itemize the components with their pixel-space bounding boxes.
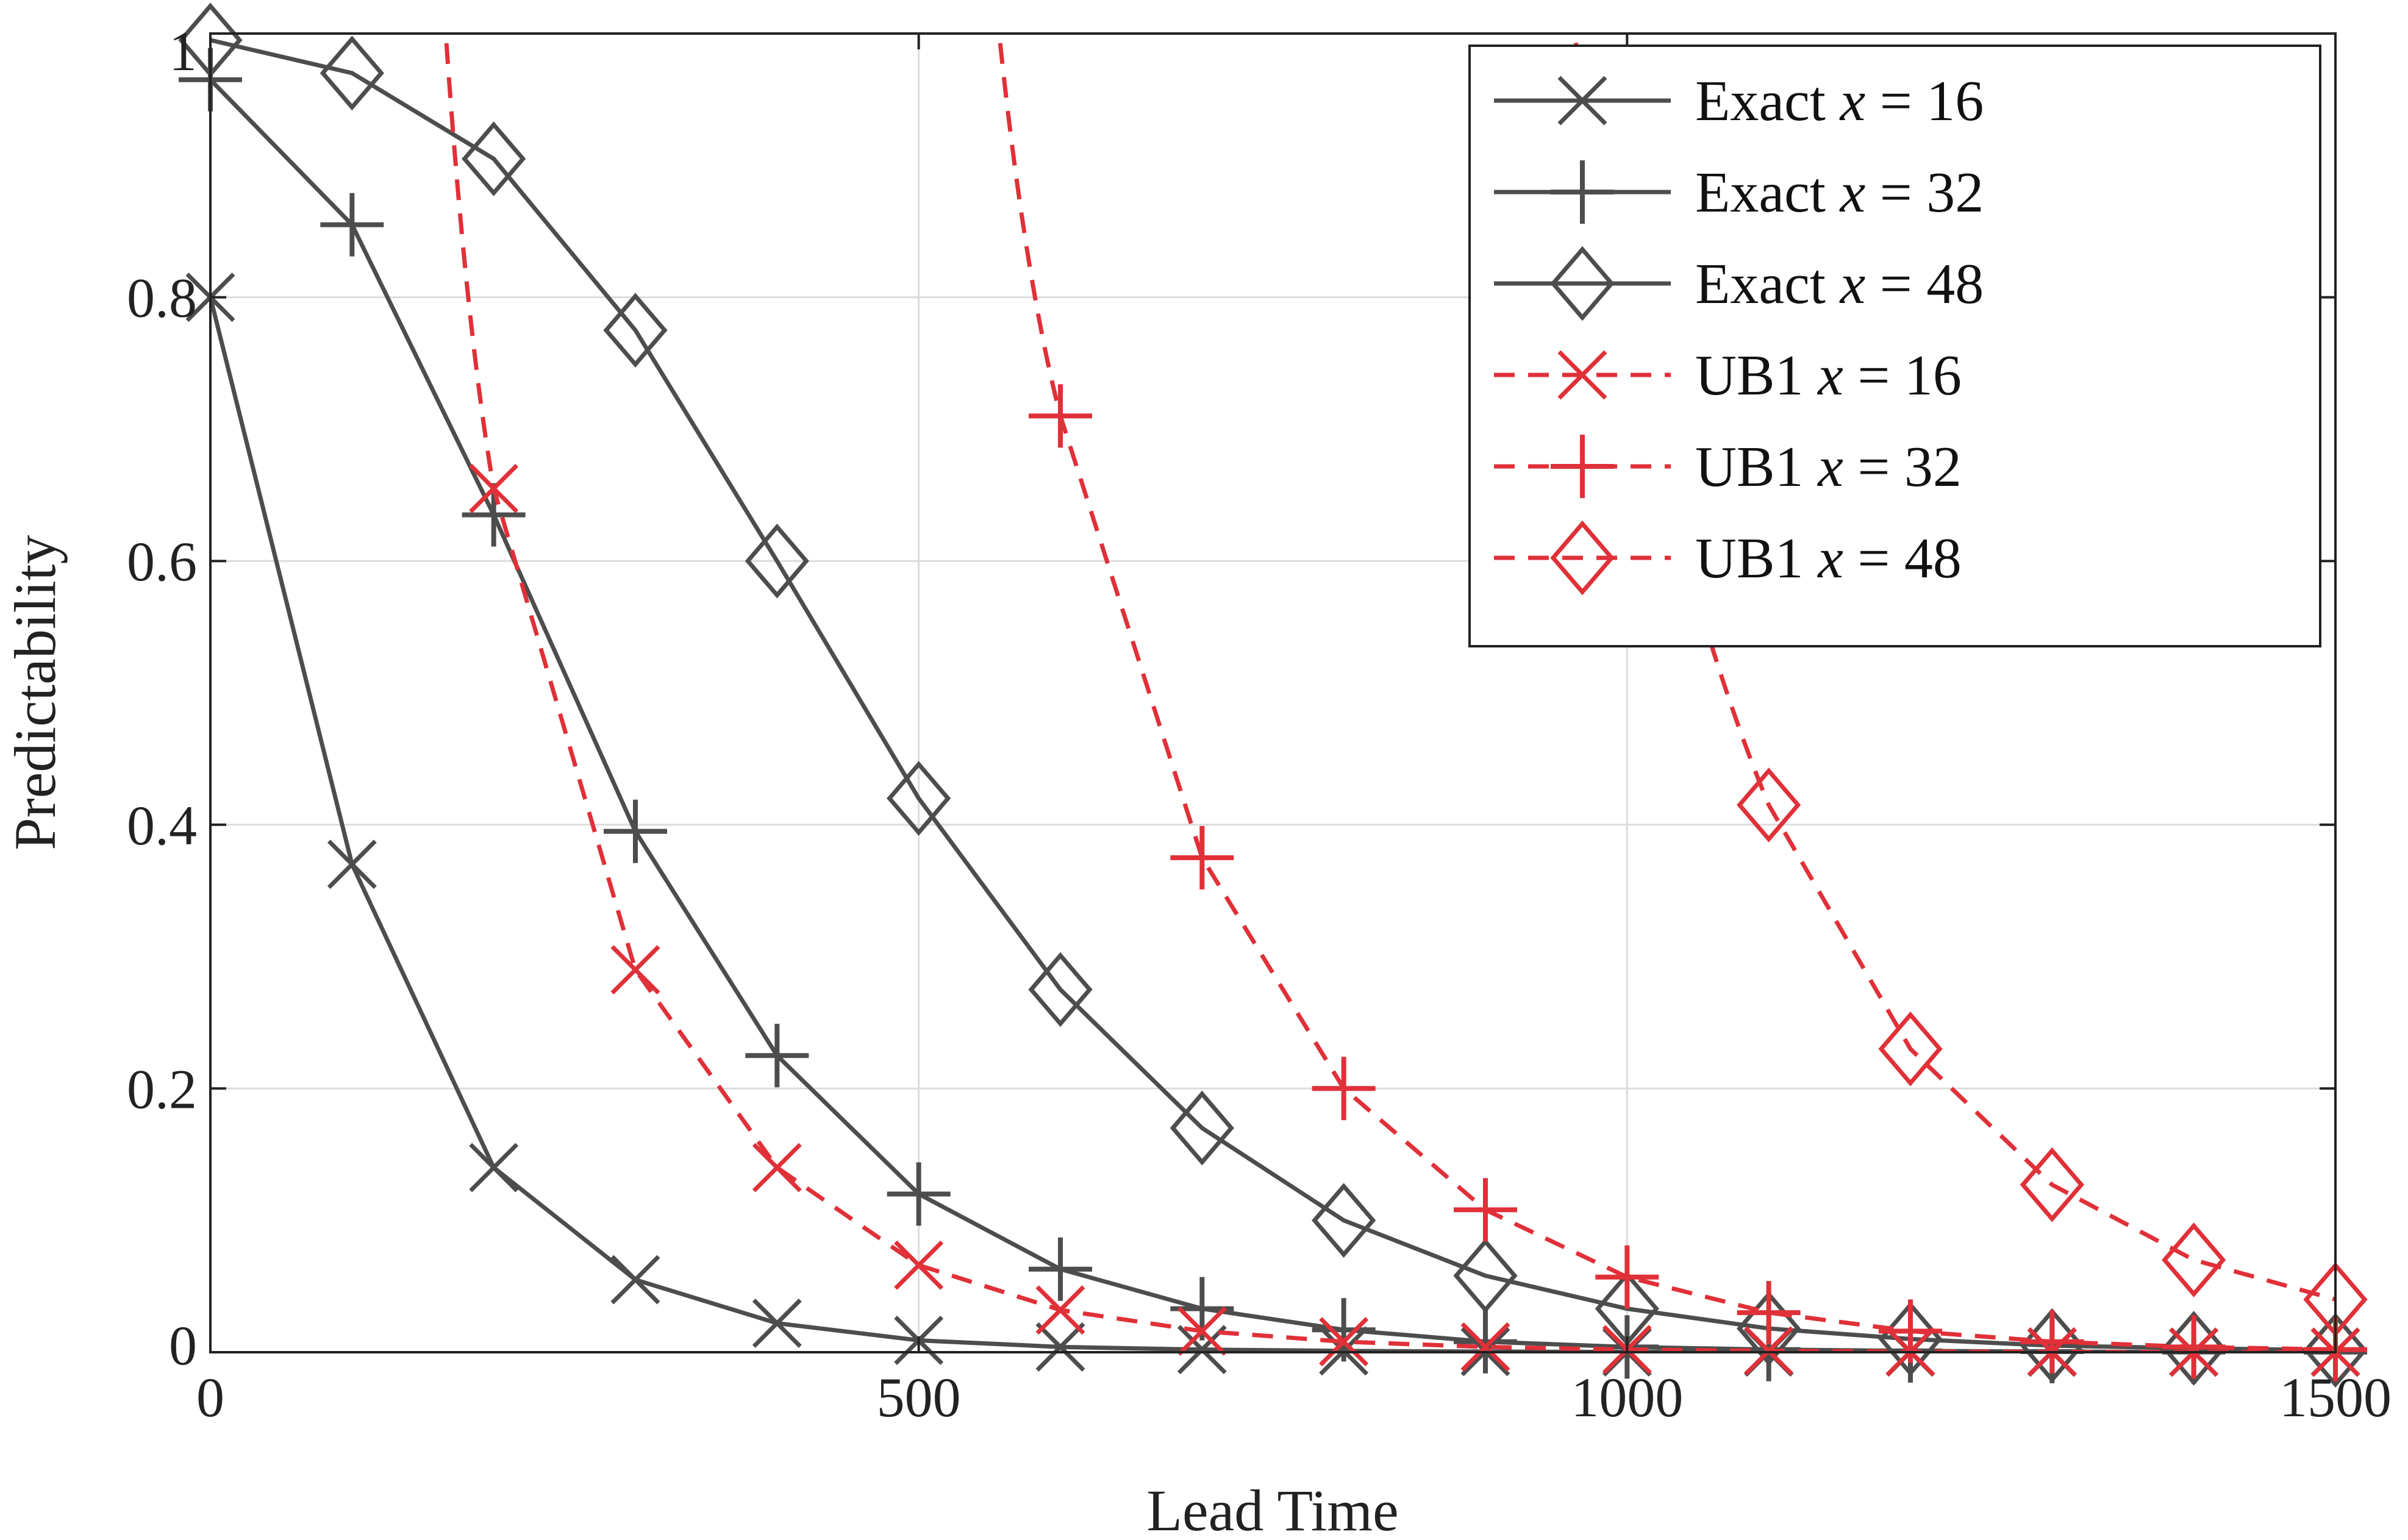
legend-label-6: UB1 x = 48 bbox=[1695, 527, 1962, 590]
legend-label-2: Exact x = 32 bbox=[1695, 161, 1984, 224]
x-tick-label-0: 0 bbox=[196, 1366, 224, 1428]
series-6-point-2 bbox=[2020, 1147, 2084, 1222]
plot-frame bbox=[209, 32, 2337, 1353]
series-3-point-7 bbox=[1170, 1090, 1234, 1166]
legend-label-4: UB1 x = 16 bbox=[1695, 344, 1962, 407]
y-axis-label: Predictability bbox=[2, 535, 68, 850]
legend-marker-4 bbox=[1557, 350, 1607, 400]
series-4-point-2 bbox=[752, 1143, 802, 1192]
series-1-point-2 bbox=[469, 1143, 519, 1192]
series-2-point-6 bbox=[1029, 1237, 1092, 1301]
series-4-point-3 bbox=[894, 1240, 944, 1290]
y-tick-label-0: 0 bbox=[169, 1314, 197, 1377]
axis-ticks: 0 500 1000 1500 0 0.2 0.4 0.6 0.8 1 bbox=[127, 20, 2392, 1428]
series-4-point-0 bbox=[469, 463, 519, 513]
series-3-point-3 bbox=[603, 293, 668, 368]
series-1-point-7 bbox=[1177, 1325, 1227, 1375]
series-3-point-14 bbox=[2162, 1311, 2226, 1386]
y-tick-label-1: 0.2 bbox=[127, 1058, 197, 1120]
series-5-point-4 bbox=[1595, 1245, 1659, 1309]
series-line-3 bbox=[210, 38, 2335, 1352]
x-tick-label-2: 1000 bbox=[1571, 1366, 1683, 1428]
series-1-point-3 bbox=[610, 1255, 660, 1305]
series-2-point-9 bbox=[1454, 1310, 1517, 1374]
series-4-point-7 bbox=[1460, 1322, 1510, 1372]
legend-label-5: UB1 x = 32 bbox=[1695, 435, 1962, 499]
x-axis-label: Lead Time bbox=[1146, 1478, 1398, 1540]
series-5-point-3 bbox=[1454, 1178, 1517, 1242]
legend-item-3: Exact x = 48 bbox=[1494, 246, 1984, 321]
series-3-point-15 bbox=[2303, 1313, 2368, 1388]
series-1-point-6 bbox=[1035, 1322, 1085, 1372]
series-2-point-4 bbox=[745, 1024, 809, 1088]
x-tick-label-3: 1500 bbox=[2279, 1366, 2392, 1428]
legend-marker-3 bbox=[1550, 246, 1615, 321]
legend-item-4: UB1 x = 16 bbox=[1494, 344, 1962, 407]
legend-marker-5 bbox=[1551, 435, 1614, 498]
legend-item-1: Exact x = 16 bbox=[1494, 70, 1984, 133]
series-2-point-5 bbox=[887, 1162, 951, 1226]
series-2-point-1 bbox=[320, 193, 384, 257]
legend-item-2: Exact x = 32 bbox=[1494, 160, 1984, 224]
legend: Exact x = 16 Exact x = 32 Exact x = 48 UB1 … bbox=[1468, 45, 2321, 647]
series-5-point-1 bbox=[1170, 825, 1234, 889]
series-4-point-9 bbox=[1744, 1326, 1794, 1376]
legend-marker-6 bbox=[1550, 520, 1615, 596]
series-5-point-5 bbox=[1737, 1281, 1801, 1345]
series-3-point-4 bbox=[745, 523, 809, 599]
series-2-point-8 bbox=[1312, 1298, 1376, 1362]
series-3-point-9 bbox=[1453, 1238, 1518, 1313]
series-4 bbox=[443, 34, 2360, 1377]
series-3-point-6 bbox=[1028, 952, 1093, 1027]
y-tick-label-5: 1 bbox=[169, 20, 197, 82]
legend-item-6: UB1 x = 48 bbox=[1494, 520, 1962, 596]
legend-box bbox=[1468, 45, 2321, 647]
series-5-point-0 bbox=[1029, 384, 1092, 448]
y-tick-label-2: 0.4 bbox=[127, 794, 197, 857]
series-4-point-4 bbox=[1035, 1285, 1085, 1335]
legend-marker-2 bbox=[1551, 160, 1614, 224]
series-5-point-2 bbox=[1312, 1057, 1376, 1121]
legend-label-3: Exact x = 48 bbox=[1695, 252, 1984, 316]
series-4-point-1 bbox=[610, 945, 660, 995]
y-tick-label-4: 0.8 bbox=[127, 267, 197, 329]
series-line-4 bbox=[443, 34, 2335, 1352]
series-3-point-1 bbox=[320, 35, 384, 111]
series-6-point-1 bbox=[1878, 1011, 1943, 1086]
series-3-point-2 bbox=[462, 121, 526, 196]
series-4-point-6 bbox=[1319, 1317, 1369, 1367]
series-1-point-4 bbox=[752, 1298, 802, 1348]
series-3-point-8 bbox=[1312, 1183, 1376, 1258]
series-2-point-3 bbox=[604, 799, 667, 863]
legend-marker-1 bbox=[1557, 76, 1607, 126]
series-6-point-0 bbox=[1737, 767, 1801, 843]
y-tick-label-3: 0.6 bbox=[127, 530, 197, 593]
legend-item-5: UB1 x = 32 bbox=[1494, 435, 1962, 499]
series-1-point-1 bbox=[327, 840, 377, 889]
series-3-point-5 bbox=[887, 761, 951, 836]
x-tick-label-1: 500 bbox=[877, 1366, 961, 1428]
series-5-point-7 bbox=[2020, 1310, 2084, 1374]
series-5-point-8 bbox=[2162, 1315, 2226, 1379]
series-4-point-5 bbox=[1177, 1306, 1227, 1356]
series-6-point-3 bbox=[2162, 1222, 2226, 1297]
legend-label-1: Exact x = 16 bbox=[1695, 70, 1984, 133]
series-line-5 bbox=[997, 34, 2335, 1352]
